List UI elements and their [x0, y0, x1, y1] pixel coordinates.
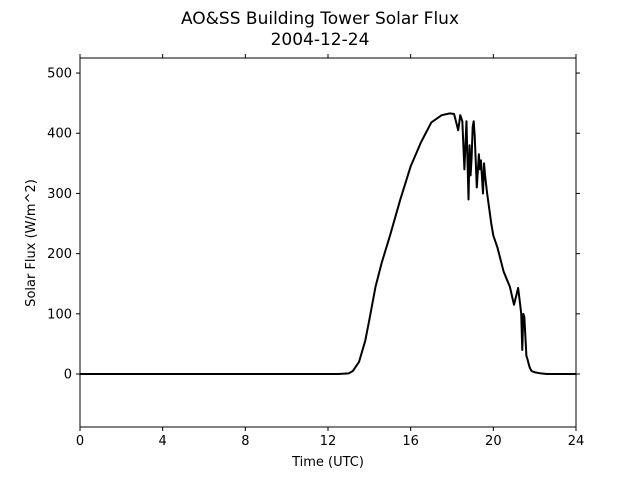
x-tick-label: 24	[568, 434, 585, 449]
axis-ticks: 0 4 8 12 16 20 24 0 100 200 300 400 500	[47, 54, 584, 449]
x-tick-label: 8	[241, 434, 249, 449]
plot-area	[79, 57, 577, 428]
x-axis-label: Time (UTC)	[291, 455, 364, 470]
x-tick-label: 16	[402, 434, 419, 449]
chart-subtitle: 2004-12-24	[271, 30, 370, 50]
x-tick-label: 0	[76, 434, 84, 449]
y-tick-label: 100	[47, 307, 72, 322]
y-tick-label: 200	[47, 247, 72, 262]
y-tick-label: 500	[47, 67, 72, 82]
y-tick-label: 400	[47, 127, 72, 142]
y-tick-label: 0	[64, 368, 72, 383]
x-tick-label: 4	[159, 434, 167, 449]
x-tick-label: 12	[320, 434, 337, 449]
series-layer	[80, 112, 576, 376]
y-tick-label: 300	[47, 187, 72, 202]
series-line	[80, 112, 576, 376]
chart-title: AO&SS Building Tower Solar Flux	[181, 9, 459, 29]
y-axis-label: Solar Flux (W/m^2)	[24, 179, 39, 307]
x-tick-label: 20	[485, 434, 502, 449]
